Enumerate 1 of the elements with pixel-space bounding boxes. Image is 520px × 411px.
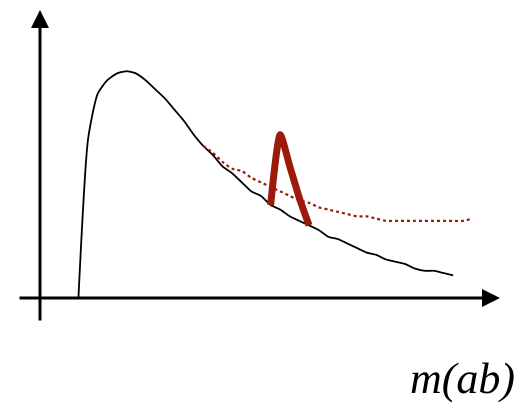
x-axis-title: m(ab)	[410, 354, 516, 403]
